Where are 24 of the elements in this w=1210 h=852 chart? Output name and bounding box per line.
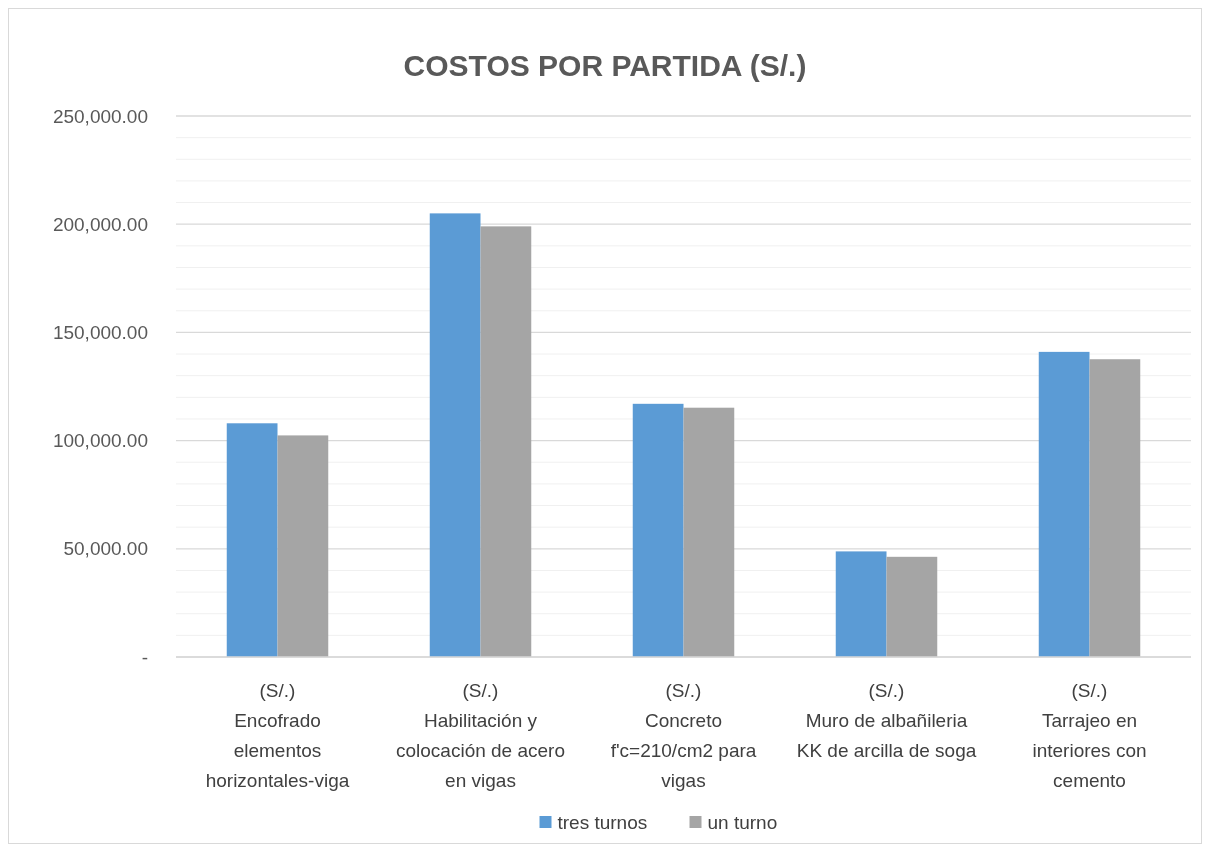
y-tick-label: 100,000.00 (52, 430, 148, 452)
bar (632, 403, 684, 657)
bar (835, 551, 887, 657)
x-tick-label: (S/.) Habilitación y colocación de acero en vigas (396, 680, 565, 791)
y-tick-label: 250,000.00 (52, 105, 148, 127)
legend-label: un turno (707, 811, 778, 833)
y-tick-label: 50,000.00 (63, 538, 148, 560)
x-tick-label: (S/.) Encofrado elementos horizontales-viga (205, 680, 350, 791)
y-tick-label: 150,000.00 (52, 322, 148, 344)
chart-title: COSTOS POR PARTIDA (S/.) (403, 49, 807, 82)
y-tick-label: - (141, 646, 148, 668)
bar (1038, 351, 1090, 657)
x-tick-label: (S/.) Muro de albañileria KK de arcilla de soga (796, 680, 977, 761)
y-tick-label: 200,000.00 (52, 213, 148, 235)
bar (683, 407, 735, 657)
bar (1089, 359, 1141, 657)
x-tick-label: (S/.) Concreto f'c=210/cm2 para vigas (610, 680, 757, 791)
bar (429, 213, 481, 657)
bar (886, 556, 938, 657)
bar (226, 423, 278, 657)
bar (480, 226, 532, 657)
legend-label: tres turnos (557, 811, 648, 833)
x-tick-label: (S/.) Tarrajeo en interiores con cemento (1032, 680, 1147, 791)
bar (277, 435, 329, 657)
